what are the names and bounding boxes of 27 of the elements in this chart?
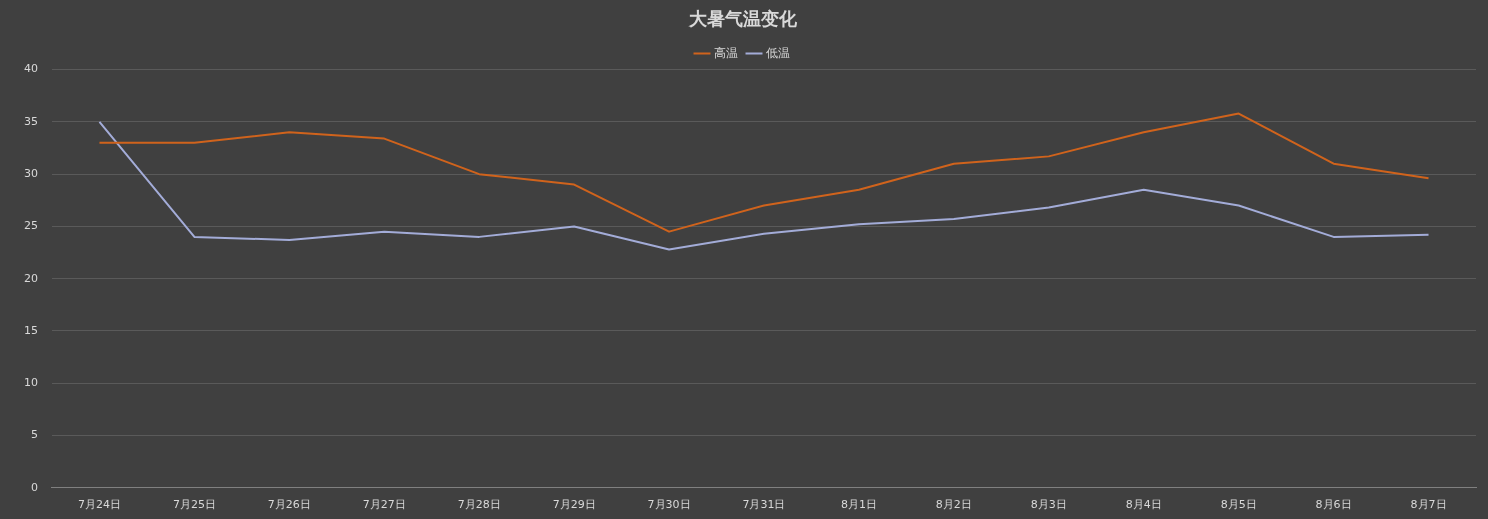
y-tick-label: 5 (31, 428, 38, 442)
y-tick-label: 30 (24, 167, 38, 181)
x-tick-label: 8月1日 (840, 498, 877, 512)
y-tick-label: 15 (24, 323, 38, 337)
y-tick-label: 25 (24, 219, 38, 233)
x-tick-label: 7月25日 (172, 498, 216, 512)
y-tick-label: 10 (24, 376, 38, 390)
legend-label: 低温 (766, 45, 790, 60)
x-tick-label: 7月29日 (552, 498, 596, 512)
x-tick-label: 7月24日 (77, 498, 121, 512)
x-tick-label: 8月5日 (1220, 498, 1257, 512)
x-tick-label: 7月26日 (267, 498, 311, 512)
x-tick-label: 8月4日 (1125, 498, 1162, 512)
y-tick-label: 20 (24, 271, 38, 285)
x-tick-label: 8月2日 (935, 498, 972, 512)
y-tick-label: 0 (31, 480, 38, 494)
x-tick-label: 8月7日 (1410, 498, 1447, 512)
x-tick-label: 8月3日 (1030, 498, 1067, 512)
x-tick-label: 7月30日 (647, 498, 691, 512)
x-tick-label: 7月28日 (457, 498, 501, 512)
x-tick-label: 7月31日 (742, 498, 786, 512)
x-tick-label: 8月6日 (1315, 498, 1352, 512)
y-tick-label: 35 (24, 114, 38, 128)
legend-label: 高温 (714, 45, 738, 60)
y-tick-label: 40 (24, 62, 38, 76)
x-tick-label: 7月27日 (362, 498, 406, 512)
chart-title: 大暑气温变化 (688, 8, 798, 30)
